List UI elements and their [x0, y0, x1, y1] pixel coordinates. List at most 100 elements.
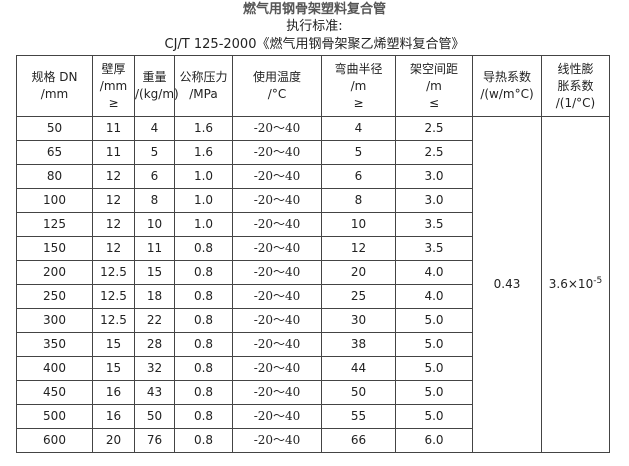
- table-cell: 12: [321, 236, 396, 261]
- standard-name: CJ/T 125-2000《燃气用钢骨架聚乙烯塑料复合管》: [164, 37, 465, 52]
- column-header: 弯曲半径/m ≥: [321, 55, 396, 117]
- table-cell: -20～40: [232, 212, 322, 237]
- table-cell: 6.0: [395, 428, 473, 453]
- table-cell: 500: [16, 404, 93, 429]
- table-cell: 11: [92, 116, 135, 141]
- table-cell: -20～40: [232, 284, 322, 309]
- table-cell: 5.0: [395, 380, 473, 405]
- table-cell: 28: [134, 332, 175, 357]
- table-cell: 8: [321, 188, 396, 213]
- table-row: 400 15 32 0.8 -20～40 44 5.0: [16, 356, 610, 381]
- table-cell: -20～40: [232, 260, 322, 285]
- header-line: 重量: [142, 70, 167, 84]
- expansion-exponent: -5: [593, 276, 603, 286]
- table-cell: 20: [321, 260, 396, 285]
- table-cell: 22: [134, 308, 175, 333]
- table-cell: 43: [134, 380, 175, 405]
- column-header: 使用温度 /°C: [232, 55, 322, 117]
- table-cell: 11: [134, 236, 175, 261]
- table-row: 50 11 4 1.6 -20～40 4 2.5 0.43 3.6×10-5: [16, 116, 610, 453]
- table-cell: 11: [92, 140, 135, 165]
- table-cell: 66: [321, 428, 396, 453]
- table-cell: 4: [134, 116, 175, 141]
- header-line: 导热系数: [482, 70, 531, 84]
- table-cell: 10: [321, 212, 396, 237]
- header-line: 公称压力: [179, 70, 228, 84]
- column-header: 公称压力/MPa: [174, 55, 233, 117]
- table-cell: 44: [321, 356, 396, 381]
- table-cell: 0.8: [174, 308, 233, 333]
- table-cell: 3.5: [395, 212, 473, 237]
- expansion-base: 3.6×10: [548, 277, 594, 291]
- table-row: 100 12 8 1.0 -20～40 8 3.0: [16, 188, 610, 213]
- table-cell: 1.6: [174, 140, 233, 165]
- header-line: 架空间距: [409, 61, 458, 76]
- table-cell: 50: [16, 116, 93, 141]
- table-cell: 4.0: [395, 284, 473, 309]
- table-cell: 65: [16, 140, 93, 165]
- table-cell: 12.5: [92, 284, 135, 309]
- table-cell: 0.8: [174, 260, 233, 285]
- table-row: 125 12 10 1.0 -20～40 10 3.5: [16, 212, 610, 237]
- table-cell: 25: [321, 284, 396, 309]
- table-cell: 400: [16, 356, 93, 381]
- table-cell: -20～40: [232, 308, 322, 333]
- table-cell: 3.0: [395, 188, 473, 213]
- table-cell: 12: [92, 236, 135, 261]
- column-header: 线性膨胀系数 /(1/°C): [541, 55, 610, 117]
- table-cell: 5: [321, 140, 396, 165]
- table-cell: 2.5: [395, 140, 473, 165]
- table-cell: 8: [134, 188, 175, 213]
- table-cell: 0.8: [174, 356, 233, 381]
- table-cell: 55: [321, 404, 396, 429]
- header-line: /mm: [99, 78, 128, 93]
- table-cell: 5.0: [395, 308, 473, 333]
- standard-label: 执行标准:: [286, 19, 343, 34]
- header-line: 使用温度: [252, 70, 301, 84]
- table-cell: 50: [321, 380, 396, 405]
- table-cell: -20～40: [232, 188, 322, 213]
- table-cell: 1.0: [174, 212, 233, 237]
- table-cell: 12: [92, 164, 135, 189]
- header-line: /mm: [40, 87, 69, 101]
- table-cell: 0.8: [174, 428, 233, 453]
- table-cell: 1.0: [174, 188, 233, 213]
- table-cell: 32: [134, 356, 175, 381]
- header-line: 线性膨: [557, 61, 594, 76]
- header-line: /(kg/m): [135, 87, 179, 101]
- header-line: 弯曲半径: [334, 61, 383, 76]
- thermal-conductivity-cell: 0.43: [472, 116, 542, 453]
- table-cell: 5: [134, 140, 175, 165]
- table-cell: 2.5: [395, 116, 473, 141]
- table-cell: 4.0: [395, 260, 473, 285]
- table-cell: 5.0: [395, 356, 473, 381]
- table-cell: 3.5: [395, 236, 473, 261]
- table-cell: 5.0: [395, 404, 473, 429]
- table-cell: 16: [92, 404, 135, 429]
- table-cell: 15: [134, 260, 175, 285]
- table-cell: 125: [16, 212, 93, 237]
- table-cell: -20～40: [232, 116, 322, 141]
- table-cell: 1.6: [174, 116, 233, 141]
- header-line: 胀系数: [557, 78, 594, 93]
- table-row: 600 20 76 0.8 -20～40 66 6.0: [16, 428, 610, 453]
- column-header: 架空间距/m ≤: [395, 55, 473, 117]
- table-cell: 5.0: [395, 332, 473, 357]
- header-line: 壁厚: [101, 61, 126, 76]
- header-line: ≤: [428, 95, 440, 110]
- table-cell: 16: [92, 380, 135, 405]
- header-line: 规格 DN: [31, 70, 78, 84]
- table-cell: 20: [92, 428, 135, 453]
- header-line: ≥: [353, 95, 364, 110]
- header-line: ≥: [108, 95, 119, 110]
- table-row: 300 12.5 22 0.8 -20～40 30 5.0: [16, 308, 610, 333]
- table-cell: 0.8: [174, 284, 233, 309]
- header-line: /(1/°C): [555, 95, 596, 110]
- table-cell: -20～40: [232, 164, 322, 189]
- table-cell: -20～40: [232, 356, 322, 381]
- table-cell: 0.8: [174, 236, 233, 261]
- table-cell: 30: [321, 308, 396, 333]
- expansion-coefficient-cell: 3.6×10-5: [541, 116, 610, 453]
- header-line: /m: [350, 78, 367, 93]
